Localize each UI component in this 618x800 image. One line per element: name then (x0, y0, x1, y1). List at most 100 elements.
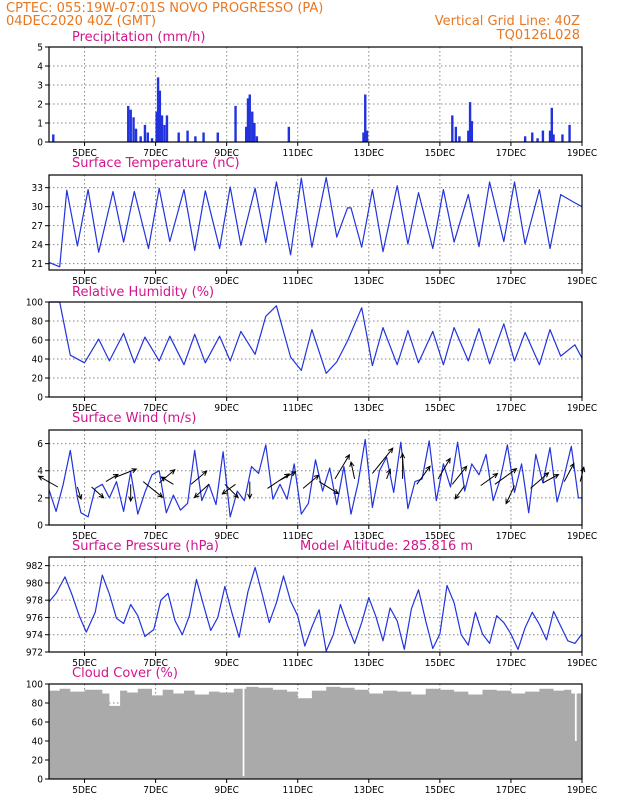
wind-arrow (349, 460, 356, 480)
precipitation-bar (155, 111, 158, 142)
precipitation-bar (202, 132, 205, 142)
precipitation-bar (216, 132, 219, 142)
humidity-xtick-label: 13DEC (354, 403, 384, 414)
wind-xtick-label: 9DEC (214, 531, 239, 542)
precipitation-bar (541, 130, 545, 142)
precipitation-bar (458, 136, 461, 142)
cloud-ytick-label: 80 (32, 699, 44, 710)
precipitation-bar (287, 126, 291, 142)
precipitation-bar (253, 123, 256, 142)
humidity-series-line (49, 301, 583, 374)
pressure-xtick-label: 7DEC (143, 658, 168, 669)
precipitation-bar (129, 109, 132, 142)
precipitation-bar (568, 124, 571, 142)
wind-xtick-label: 11DEC (283, 531, 313, 542)
pressure-ytick-label: 982 (26, 561, 43, 572)
wind-arrow (563, 462, 575, 482)
precipitation-ytick-label: 5 (37, 43, 43, 54)
wind-arrow (114, 468, 138, 478)
cloud-xtick-label: 7DEC (143, 785, 168, 796)
temperature-xtick-label: 9DEC (214, 276, 239, 287)
precipitation-xtick-label: 5DEC (72, 148, 97, 159)
wind-xtick-label: 7DEC (143, 531, 168, 542)
precipitation-bar (163, 124, 166, 142)
cloud-xtick-label: 13DEC (354, 785, 384, 796)
wind-arrow (416, 465, 431, 485)
pressure-ytick-label: 972 (26, 648, 43, 659)
humidity-xtick-label: 17DEC (496, 403, 526, 414)
wind-arrow (279, 471, 297, 481)
precipitation-bar (251, 111, 254, 142)
wind-title: Surface Wind (m/s) (72, 411, 196, 426)
cloud-xtick-label: 19DEC (567, 785, 597, 796)
header-date: 04DEC2020 40Z (GMT) (6, 14, 156, 29)
pressure-ytick-label: 980 (26, 578, 43, 589)
precipitation-bar (143, 124, 147, 142)
wind-arrow (530, 472, 550, 489)
pressure-panel: 972 974 976 978 980 982 5DEC 7DEC 9DEC 11DEC 13DEC… (26, 556, 597, 669)
cloud-xtick-label: 9DEC (214, 785, 239, 796)
cloud-ytick-label: 60 (32, 718, 44, 729)
cloud-ytick-label: 0 (37, 775, 43, 786)
precipitation-bar (177, 132, 180, 142)
precipitation-ytick-label: 4 (37, 62, 43, 73)
wind-arrow (224, 483, 239, 499)
wind-xtick-label: 19DEC (567, 531, 597, 542)
wind-arrow (76, 486, 83, 501)
pressure-title: Surface Pressure (hPa) (72, 539, 219, 554)
humidity-ytick-label: 80 (32, 317, 44, 328)
wind-arrow (318, 481, 340, 495)
precipitation-bar (365, 130, 369, 142)
pressure-xtick-label: 5DEC (72, 658, 97, 669)
header-grid-line: Vertical Grid Line: 40Z (435, 14, 580, 29)
humidity-xtick-label: 9DEC (214, 403, 239, 414)
precipitation-bar (150, 138, 154, 142)
wind-panel: 0 2 4 6 5DEC 7DEC 9DEC 11DEC 13DEC 15DEC 17DEC 19DE… (37, 429, 597, 542)
precipitation-bar (470, 121, 474, 142)
pressure-xtick-label: 13DEC (354, 658, 384, 669)
wind-arrow (542, 473, 560, 484)
humidity-xtick-label: 15DEC (425, 403, 455, 414)
temperature-ytick-label: 30 (32, 202, 44, 213)
wind-arrow (372, 447, 394, 474)
wind-ytick-label: 0 (37, 521, 43, 532)
humidity-xtick-label: 11DEC (283, 403, 313, 414)
precipitation-xtick-label: 19DEC (567, 148, 597, 159)
wind-xtick-label: 13DEC (354, 531, 384, 542)
precipitation-bar (531, 132, 534, 142)
humidity-ytick-label: 100 (26, 298, 43, 309)
temperature-ytick-label: 24 (32, 240, 44, 251)
precipitation-bar (246, 98, 250, 142)
precipitation-bar (194, 136, 197, 142)
pressure-ytick-label: 976 (26, 613, 43, 624)
precipitation-xtick-label: 13DEC (354, 148, 384, 159)
humidity-ytick-label: 40 (32, 355, 44, 366)
temperature-xtick-label: 15DEC (425, 276, 455, 287)
temperature-panel: 21 24 27 30 33 5DEC 7DEC 9DEC 11DEC 13DEC 15DEC 17D… (32, 174, 597, 287)
wind-arrow (451, 465, 468, 485)
cloud-xtick-label: 11DEC (283, 785, 313, 796)
temperature-ytick-label: 21 (32, 259, 43, 270)
wind-arrow (334, 453, 350, 480)
wind-arrow (247, 481, 253, 500)
wind-xtick-label: 17DEC (496, 531, 526, 542)
wind-arrow (454, 485, 466, 500)
precipitation-xtick-label: 17DEC (496, 148, 526, 159)
pressure-series-line (48, 566, 583, 652)
precipitation-bar (139, 136, 142, 142)
precipitation-bar (536, 138, 539, 142)
cloud-xtick-label: 5DEC (72, 785, 97, 796)
temperature-ytick-label: 27 (32, 221, 43, 232)
precipitation-bar (127, 105, 130, 142)
humidity-ytick-label: 0 (37, 393, 43, 404)
pressure-xtick-label: 19DEC (567, 658, 597, 669)
wind-xtick-label: 5DEC (72, 531, 97, 542)
wind-arrow (494, 468, 518, 485)
precipitation-bar (186, 130, 189, 142)
cloud-ytick-label: 100 (26, 680, 43, 691)
humidity-panel: 0 20 40 60 80 100 5DEC 7DEC 9DEC 11DEC 13DEC 15DEC 1… (26, 298, 597, 415)
temperature-series-line (48, 176, 583, 268)
wind-ytick-label: 2 (37, 493, 43, 504)
cloud-panel: 0 20 40 60 80 100 5DEC 7DEC 9DEC 11DEC 13DEC 15DEC 1… (26, 680, 597, 797)
